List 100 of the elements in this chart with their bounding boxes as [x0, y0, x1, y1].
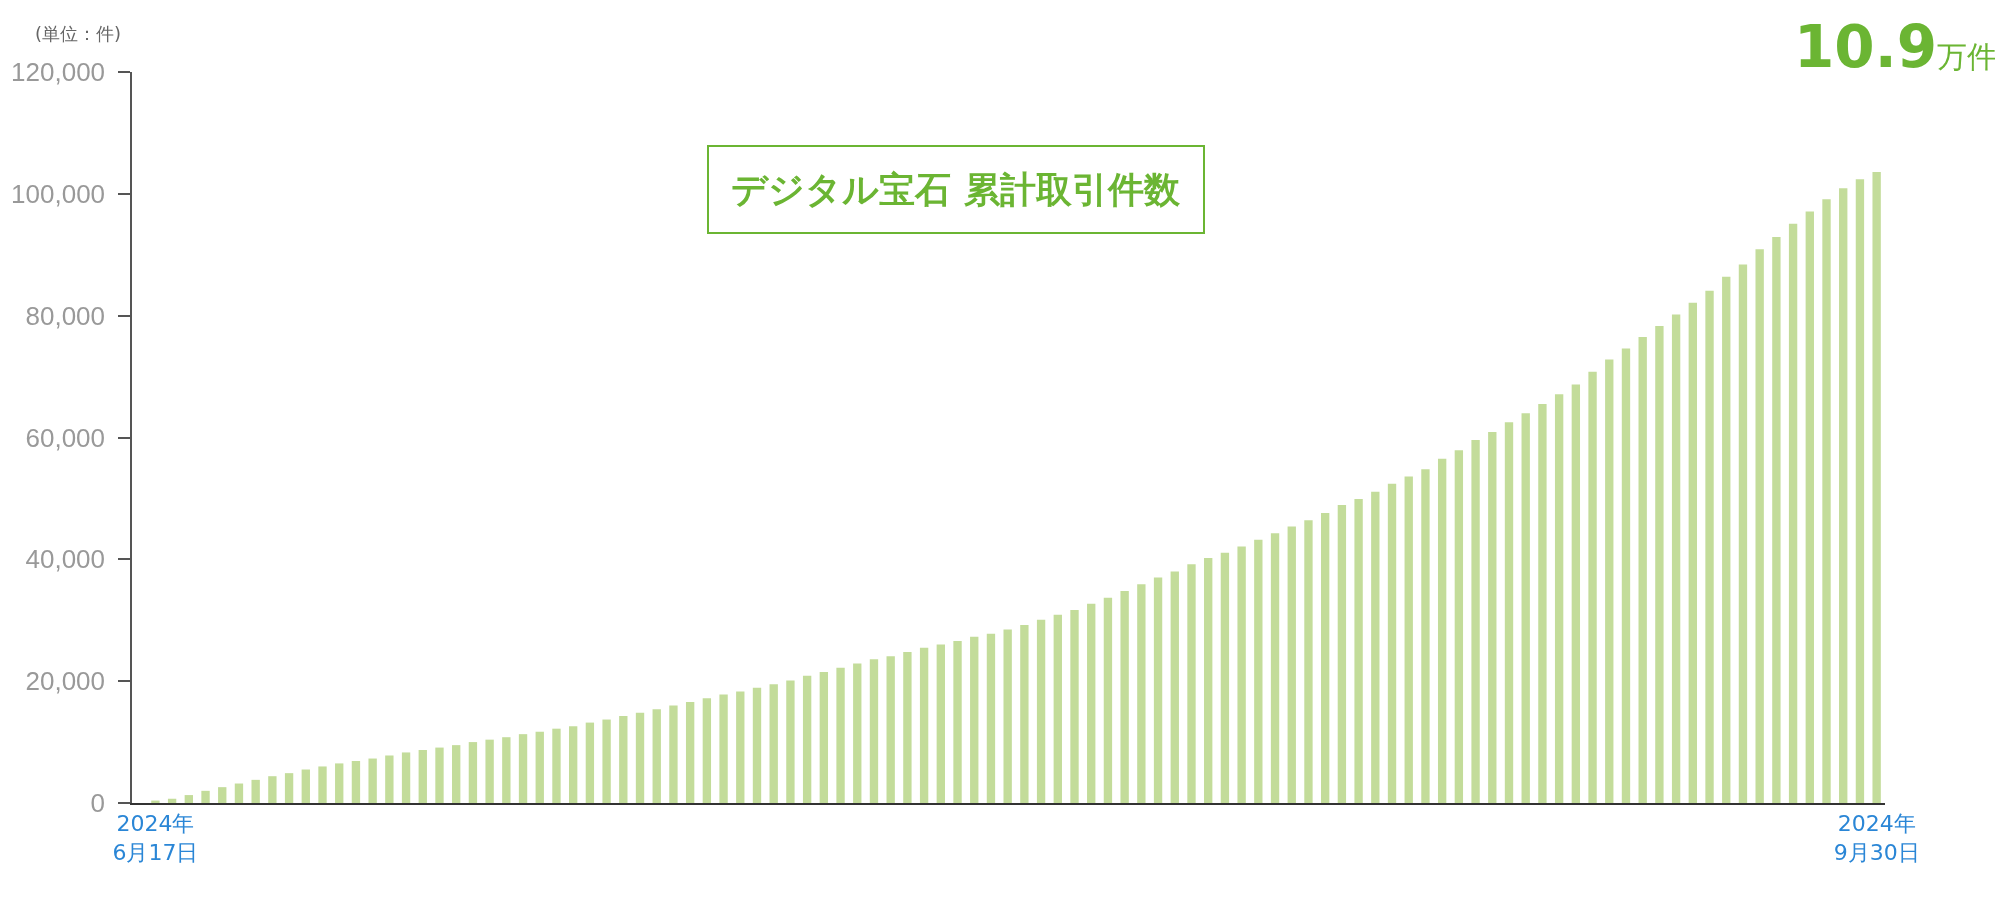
bar: [1070, 609, 1079, 803]
bar: [1605, 359, 1614, 803]
bar: [1504, 422, 1514, 803]
bar: [1404, 476, 1413, 803]
y-tick-label: 40,000: [25, 544, 106, 575]
bar: [1855, 179, 1865, 803]
bar: [1053, 614, 1062, 803]
bar: [485, 739, 494, 803]
bar: [1187, 564, 1196, 803]
bar: [685, 701, 695, 803]
bar: [736, 691, 745, 803]
bar: [1454, 450, 1464, 803]
bar: [1337, 505, 1347, 803]
bar: [1321, 513, 1330, 803]
bar: [1204, 558, 1213, 803]
bar: [1655, 326, 1664, 803]
bar: [769, 684, 778, 803]
bar: [953, 640, 962, 803]
bar: [184, 795, 193, 803]
bar: [719, 694, 728, 803]
bar: [1822, 199, 1831, 803]
bar: [1170, 571, 1179, 803]
bar: [1839, 188, 1848, 803]
bar: [1437, 458, 1447, 803]
bar: [284, 773, 294, 803]
x-tick-label: 2024年 6月17日: [112, 811, 199, 865]
bar: [1120, 591, 1129, 803]
bar: [1471, 439, 1480, 803]
bar: [335, 763, 344, 803]
bar: [752, 687, 762, 803]
bar: [418, 750, 427, 803]
bar: [1755, 249, 1764, 803]
bar: [1237, 546, 1246, 803]
y-tick-label: 120,000: [11, 57, 106, 88]
bar: [1270, 533, 1280, 803]
bar: [1588, 371, 1597, 803]
bar: [585, 722, 595, 803]
bar: [1671, 314, 1681, 803]
bar: [1387, 483, 1397, 803]
bar: [1772, 237, 1781, 803]
y-axis-title: (単位：件): [35, 23, 122, 44]
bar: [903, 651, 912, 803]
bar: [602, 719, 611, 803]
bar: [1254, 539, 1263, 803]
bar: [802, 675, 812, 803]
bar: [886, 656, 895, 803]
bar: [1003, 629, 1012, 803]
bar: [1153, 577, 1163, 803]
bar: [1020, 625, 1029, 803]
bar: [351, 760, 361, 803]
bar: [1638, 336, 1647, 803]
y-tick-label: 80,000: [25, 300, 106, 331]
bar: [385, 755, 394, 803]
bar: [151, 800, 160, 803]
bar: [201, 790, 210, 803]
bar: [669, 705, 678, 803]
bar: [1421, 469, 1430, 803]
bar: [1087, 603, 1096, 803]
bar: [970, 636, 979, 803]
bar: [986, 633, 996, 803]
bar: [1554, 394, 1564, 803]
bar: [552, 728, 561, 803]
bar: [1872, 171, 1881, 803]
bar: [301, 769, 310, 803]
text: デジタル宝石 累計取引件数: [731, 169, 1181, 210]
y-tick-label: 60,000: [25, 422, 106, 453]
bar: [652, 709, 661, 803]
bar: [1538, 404, 1547, 803]
bar: [1705, 290, 1714, 803]
bar: [1371, 491, 1380, 803]
bar: [1304, 520, 1313, 803]
bar: [1488, 432, 1497, 803]
bar: [786, 680, 795, 803]
bar: [569, 726, 578, 803]
bar: [1103, 597, 1113, 803]
bar: [869, 659, 879, 803]
bar: [1220, 552, 1230, 803]
bar: [635, 712, 645, 803]
bar: [435, 747, 444, 803]
bar: [1722, 276, 1731, 803]
bar: [1788, 223, 1798, 803]
bar: [368, 758, 377, 803]
y-tick-label: 20,000: [25, 666, 106, 697]
bar: [836, 667, 845, 803]
bar: [452, 745, 461, 803]
bar: [1137, 584, 1146, 803]
bar: [535, 731, 544, 803]
y-tick-label: 100,000: [11, 178, 106, 209]
bar: [1738, 264, 1748, 803]
bar: [1571, 384, 1581, 803]
y-tick-label: 0: [90, 788, 106, 819]
bar: [518, 734, 528, 803]
bar: [619, 715, 628, 803]
bar: [1688, 302, 1697, 803]
bar: [1621, 348, 1631, 803]
bar: [401, 752, 411, 803]
bar: [1521, 413, 1530, 803]
bar: [853, 663, 862, 803]
bar: [702, 698, 712, 803]
bar: [218, 787, 227, 803]
